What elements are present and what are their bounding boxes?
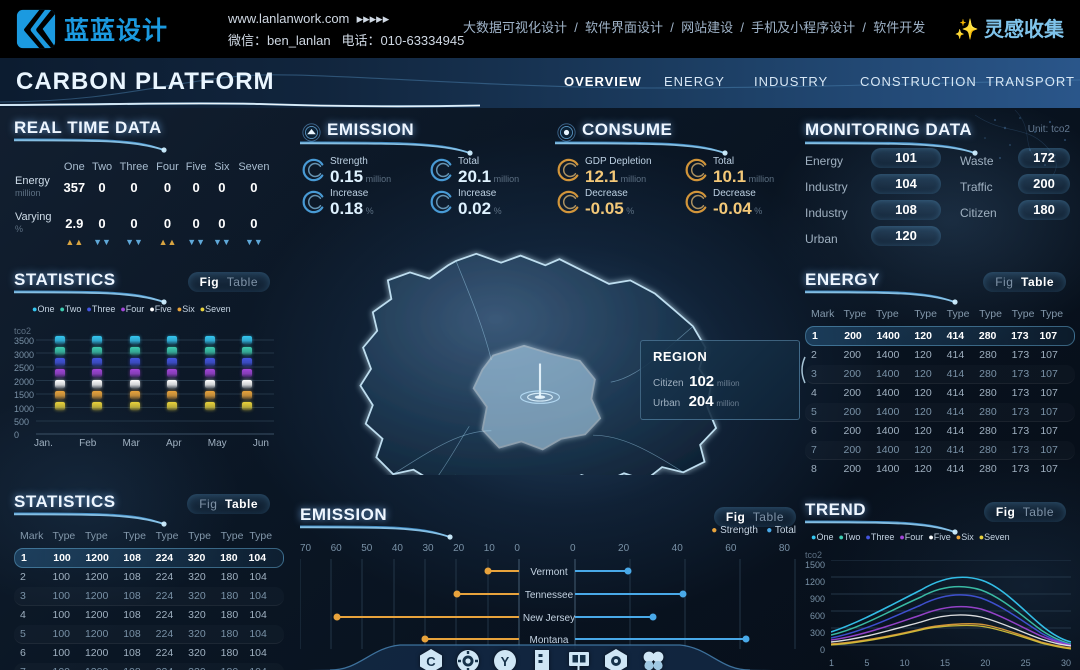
svg-text:Y: Y bbox=[501, 654, 510, 669]
svg-text:C: C bbox=[426, 654, 436, 669]
